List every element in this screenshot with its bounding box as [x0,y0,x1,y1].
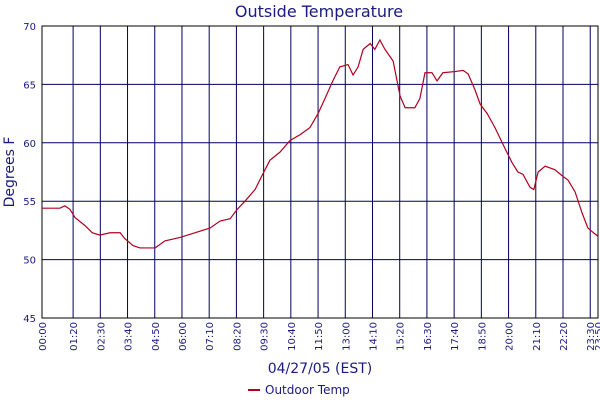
x-axis-label: 04/27/05 (EST) [268,361,373,377]
y-axis-label: Degrees F [2,137,18,208]
x-tick-label: 13:00 [341,322,352,351]
y-tick-label: 70 [23,22,36,33]
x-tick-label: 00:00 [38,322,49,351]
legend-label: Outdoor Temp [265,383,350,397]
y-tick-label: 55 [23,197,36,208]
y-tick-label: 45 [23,314,36,325]
x-tick-label: 07:10 [205,322,216,351]
y-tick-label: 65 [23,80,36,91]
x-tick-label: 03:40 [124,322,135,351]
x-tick-label: 21:10 [532,322,543,351]
x-tick-label: 08:20 [232,322,243,351]
x-tick-label: 15:20 [396,322,407,351]
plot-border [41,25,599,319]
x-tick-label: 02:30 [96,322,107,351]
x-tick-label: 16:30 [423,322,434,351]
x-tick-label: 10:40 [287,322,298,351]
data-line [42,38,599,249]
x-tick-label: 11:50 [314,322,325,351]
plot-area [42,26,598,318]
x-tick-label: 06:00 [178,322,189,351]
x-tick-label: 23:50 [594,322,600,351]
x-tick-label: 18:50 [477,322,488,351]
x-tick-label: 23:30 [586,322,597,351]
y-tick-label: 50 [23,256,36,267]
y-tick-label: 60 [23,139,36,150]
x-tick-label: 09:30 [260,322,271,351]
x-tick-label: 14:10 [368,322,379,351]
x-tick-label: 20:00 [505,322,516,351]
x-tick-label: 04:50 [151,322,162,351]
chart-title: Outside Temperature [235,2,403,21]
x-tick-label: 17:40 [450,322,461,351]
x-tick-label: 01:20 [69,322,80,351]
x-tick-label: 22:20 [559,322,570,351]
